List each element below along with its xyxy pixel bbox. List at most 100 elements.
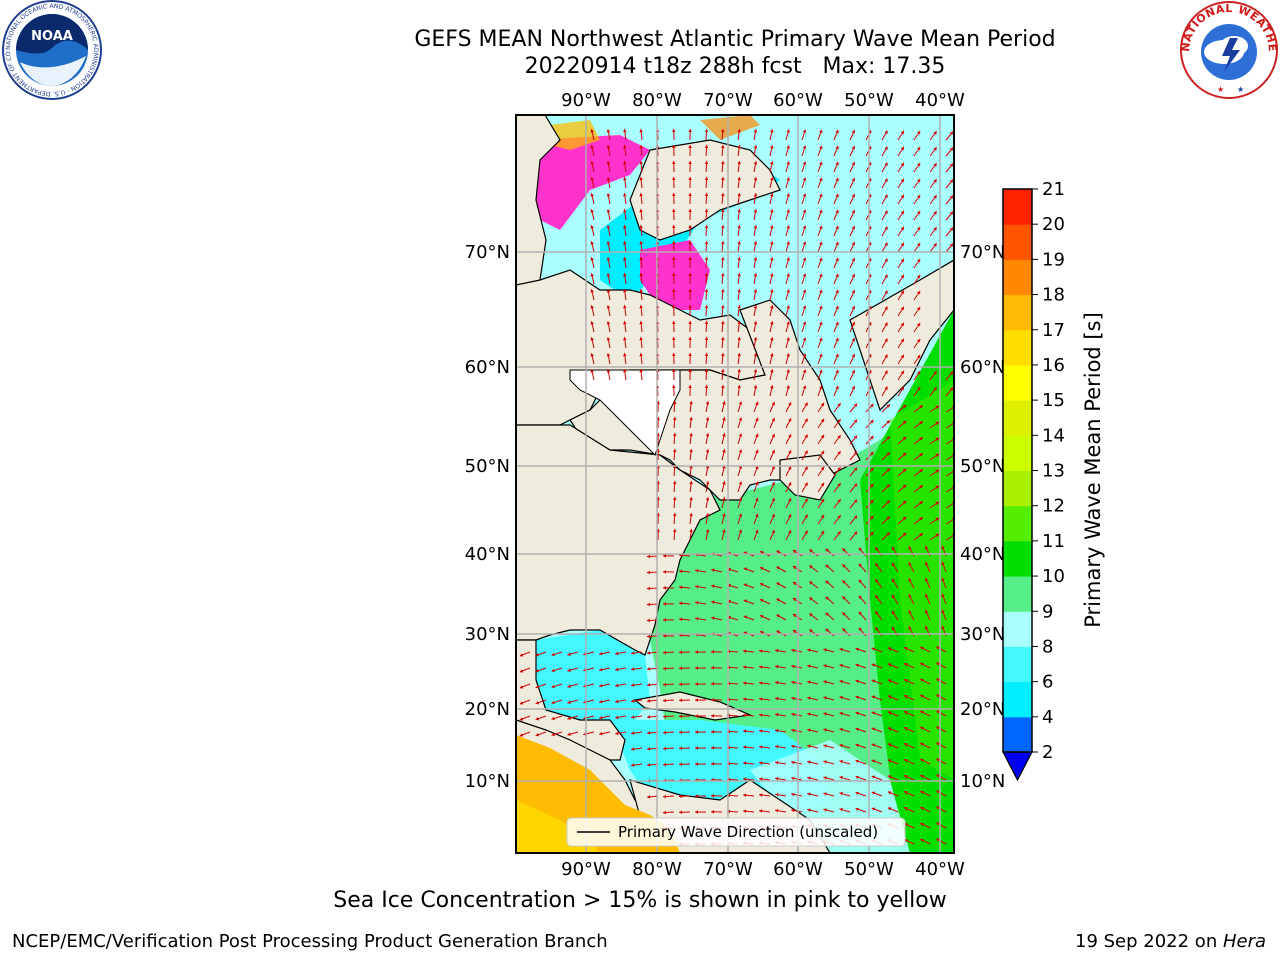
colorbar-tick-label: 18 — [1042, 285, 1065, 306]
wave-direction-arrowhead — [933, 211, 937, 215]
wave-direction-arrowhead — [819, 145, 823, 150]
wave-direction-arrowhead — [770, 337, 774, 341]
wave-direction-arrowhead — [870, 468, 874, 472]
wave-direction-arrowhead — [623, 145, 627, 149]
wave-direction-arrowhead — [900, 226, 904, 231]
wave-direction-arrowhead — [920, 790, 924, 794]
wave-direction-arrowhead — [770, 369, 774, 373]
wave-direction-arrowhead — [825, 612, 830, 617]
lat-label-right-10n: 10°N — [960, 771, 1005, 792]
wave-direction-arrowhead — [819, 241, 823, 246]
wave-direction-arrowhead — [835, 209, 839, 214]
wave-direction-arrowhead — [606, 145, 611, 149]
wave-direction-arrowhead — [904, 791, 908, 795]
wave-direction-arrowhead — [704, 385, 709, 389]
colorbar-tick-label: 20 — [1042, 214, 1065, 235]
wave-direction-arrowhead — [941, 593, 945, 598]
lat-label-right-70n: 70°N — [960, 242, 1005, 263]
wave-direction-arrowhead — [623, 353, 627, 357]
wave-direction-arrowhead — [704, 161, 709, 165]
wave-direction-arrowhead — [695, 682, 698, 686]
wave-direction-arrowhead — [835, 289, 839, 294]
wave-direction-arrowhead — [631, 763, 635, 767]
wave-direction-arrowhead — [672, 257, 676, 260]
wave-direction-arrowhead — [738, 401, 743, 405]
wave-direction-arrowhead — [623, 161, 627, 165]
wave-direction-arrowhead — [606, 305, 611, 309]
wave-direction-arrowhead — [663, 650, 667, 655]
wave-direction-arrowhead — [672, 513, 677, 517]
wave-direction-arrowhead — [919, 469, 923, 473]
wave-direction-arrowhead — [688, 177, 692, 180]
wave-direction-arrowhead — [639, 273, 643, 277]
wave-direction-arrowhead — [807, 792, 811, 796]
wave-direction-arrowhead — [802, 193, 807, 197]
lat-label-left-30n: 30°N — [465, 624, 510, 645]
wave-direction-arrowhead — [551, 732, 555, 737]
wave-direction-arrowhead — [711, 616, 715, 620]
wave-direction-arrowhead — [804, 498, 808, 502]
wave-direction-arrowhead — [788, 530, 792, 534]
wave-direction-arrowhead — [802, 289, 807, 293]
wave-direction-arrowhead — [807, 776, 811, 780]
colorbar-under-triangle — [1002, 751, 1033, 782]
wave-direction-arrowhead — [886, 468, 890, 472]
wave-direction-arrowhead — [792, 598, 797, 602]
wave-direction-arrowhead — [919, 533, 923, 537]
wave-direction-arrowhead — [855, 711, 859, 716]
wave-direction-arrowhead — [688, 145, 692, 148]
wave-direction-arrowhead — [770, 353, 774, 357]
wave-direction-arrowhead — [933, 163, 937, 167]
wave-direction-arrowhead — [819, 161, 823, 166]
wave-direction-arrowhead — [802, 353, 807, 357]
wave-direction-arrowhead — [688, 161, 692, 164]
wave-direction-arrowhead — [835, 145, 839, 150]
wave-direction-arrowhead — [639, 193, 643, 197]
wave-direction-arrowhead — [567, 652, 571, 656]
wave-direction-arrowhead — [935, 453, 940, 457]
wave-direction-arrowhead — [935, 517, 940, 521]
wave-direction-arrowhead — [737, 273, 741, 277]
wave-direction-arrowhead — [851, 130, 855, 134]
wave-direction-arrowhead — [886, 500, 890, 504]
wave-direction-arrowhead — [804, 514, 808, 518]
wave-direction-arrowhead — [647, 634, 651, 639]
wave-direction-arrowhead — [887, 727, 892, 731]
wave-direction-arrowhead — [804, 418, 808, 422]
colorbar-segment — [1003, 576, 1032, 612]
wave-direction-arrowhead — [802, 305, 807, 309]
wave-direction-arrowhead — [689, 481, 693, 485]
wave-direction-arrowhead — [823, 664, 827, 668]
wave-direction-arrowhead — [753, 161, 758, 165]
wave-direction-arrowhead — [599, 667, 603, 672]
wave-direction-arrowhead — [599, 731, 603, 736]
wave-direction-arrowhead — [786, 385, 790, 389]
wave-direction-arrowhead — [722, 529, 726, 533]
wave-direction-arrowhead — [925, 546, 929, 550]
wave-direction-arrowhead — [900, 194, 904, 199]
wave-direction-arrowhead — [688, 369, 692, 372]
map-frame — [515, 114, 955, 854]
wave-direction-arrowhead — [695, 810, 698, 814]
wave-direction-arrowhead — [753, 273, 758, 277]
wave-direction-arrowhead — [839, 775, 843, 780]
wave-direction-arrowhead — [759, 745, 763, 749]
wave-direction-arrowhead — [753, 129, 758, 133]
wave-direction-arrowhead — [695, 746, 698, 750]
wave-direction-arrowhead — [615, 651, 619, 656]
wave-direction-arrowhead — [786, 145, 790, 149]
wave-direction-arrowhead — [623, 257, 627, 261]
wave-direction-arrowhead — [705, 497, 710, 501]
wave-direction-arrowhead — [672, 337, 676, 340]
wave-direction-arrowhead — [689, 497, 693, 501]
wave-direction-arrowhead — [672, 417, 677, 421]
wave-direction-arrowhead — [672, 209, 676, 212]
wave-direction-arrowhead — [886, 516, 890, 520]
wave-direction-arrowhead — [820, 466, 825, 471]
wave-direction-arrowhead — [855, 791, 859, 796]
wave-direction-arrowhead — [886, 484, 890, 488]
wave-direction-arrowhead — [704, 321, 709, 325]
wave-direction-arrowhead — [900, 130, 904, 135]
colorbar-tick-label: 11 — [1042, 531, 1065, 552]
wave-direction-arrowhead — [807, 648, 811, 652]
